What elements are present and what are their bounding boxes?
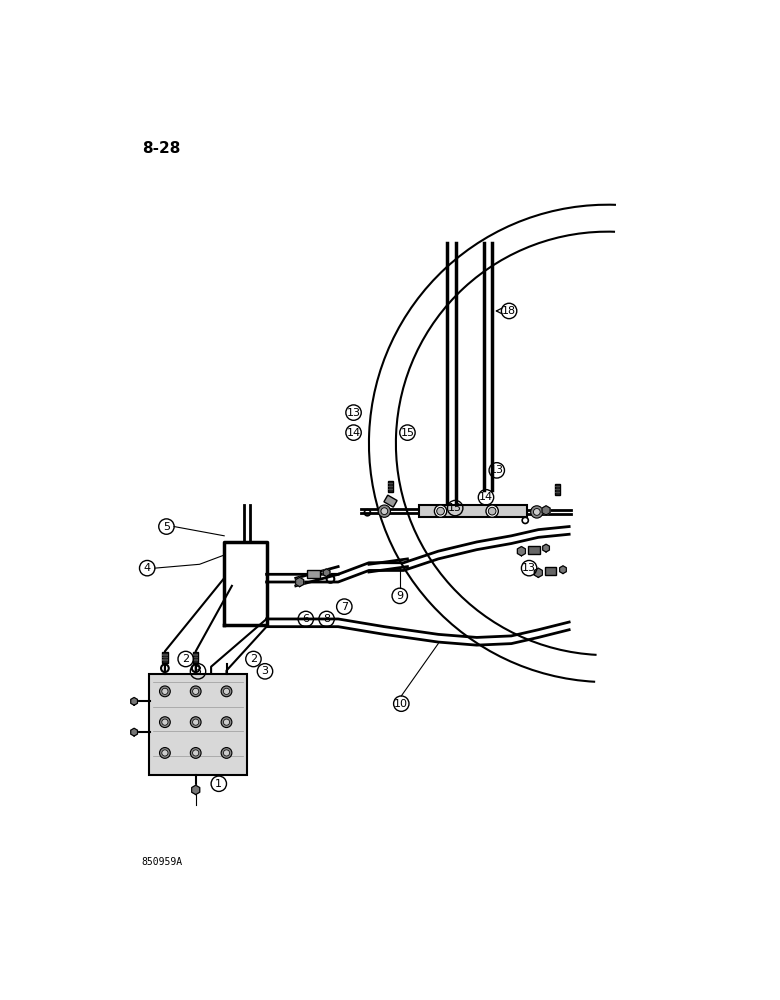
Bar: [193, 659, 198, 661]
Bar: [388, 486, 393, 487]
Circle shape: [381, 508, 388, 515]
Bar: [545, 567, 556, 575]
Circle shape: [437, 507, 445, 515]
Circle shape: [190, 717, 201, 728]
Text: 7: 7: [341, 602, 348, 612]
Text: 1: 1: [215, 779, 222, 789]
Circle shape: [190, 748, 201, 758]
Text: 14: 14: [346, 428, 360, 438]
Circle shape: [534, 509, 541, 515]
Bar: [384, 495, 397, 507]
Bar: [162, 654, 168, 656]
Text: 14: 14: [479, 492, 493, 502]
Circle shape: [223, 750, 229, 756]
Bar: [388, 481, 393, 492]
Text: 15: 15: [400, 428, 414, 438]
Text: 3: 3: [261, 666, 268, 676]
Bar: [162, 659, 168, 661]
Circle shape: [488, 507, 496, 515]
Circle shape: [378, 505, 391, 517]
Text: 15: 15: [448, 503, 463, 513]
Text: 13: 13: [346, 408, 360, 418]
Text: 4: 4: [144, 563, 151, 573]
Circle shape: [434, 505, 447, 517]
Text: 18: 18: [502, 306, 516, 316]
Circle shape: [193, 688, 199, 694]
Text: 850959A: 850959A: [142, 857, 183, 867]
Text: 2: 2: [250, 654, 257, 664]
Circle shape: [161, 688, 168, 694]
Circle shape: [221, 748, 232, 758]
Circle shape: [161, 750, 168, 756]
Polygon shape: [131, 698, 137, 705]
Bar: [555, 492, 560, 493]
Text: 5: 5: [163, 522, 170, 532]
Bar: [555, 486, 560, 487]
Circle shape: [159, 748, 170, 758]
Text: 13: 13: [490, 465, 504, 475]
Circle shape: [221, 686, 232, 697]
Bar: [162, 652, 168, 663]
Circle shape: [223, 688, 229, 694]
Bar: [193, 652, 198, 663]
Polygon shape: [192, 785, 200, 795]
Circle shape: [159, 717, 170, 728]
Text: 6: 6: [303, 614, 310, 624]
Circle shape: [161, 719, 168, 725]
Polygon shape: [323, 569, 330, 577]
FancyBboxPatch shape: [149, 674, 246, 775]
Text: 9: 9: [396, 591, 403, 601]
Polygon shape: [131, 728, 137, 736]
Bar: [307, 570, 320, 578]
Text: 3: 3: [194, 666, 201, 676]
Circle shape: [190, 686, 201, 697]
Bar: [419, 505, 526, 517]
Circle shape: [223, 719, 229, 725]
Polygon shape: [560, 566, 566, 574]
Circle shape: [530, 506, 543, 518]
Polygon shape: [296, 577, 303, 587]
Bar: [388, 483, 393, 484]
Text: 2: 2: [182, 654, 190, 664]
Circle shape: [159, 686, 170, 697]
Circle shape: [193, 750, 199, 756]
Bar: [528, 546, 540, 554]
Text: 8: 8: [323, 614, 330, 624]
Bar: [555, 484, 560, 495]
Circle shape: [221, 717, 232, 728]
Polygon shape: [542, 506, 550, 515]
Bar: [162, 657, 168, 658]
Polygon shape: [543, 544, 549, 552]
Bar: [193, 654, 198, 656]
Bar: [388, 489, 393, 490]
Bar: [193, 657, 198, 658]
Polygon shape: [534, 568, 542, 577]
Polygon shape: [517, 547, 526, 556]
Text: 13: 13: [522, 563, 536, 573]
Text: 8-28: 8-28: [142, 141, 180, 156]
Circle shape: [486, 505, 498, 517]
Circle shape: [193, 719, 199, 725]
Bar: [555, 489, 560, 490]
Text: 10: 10: [394, 699, 408, 709]
